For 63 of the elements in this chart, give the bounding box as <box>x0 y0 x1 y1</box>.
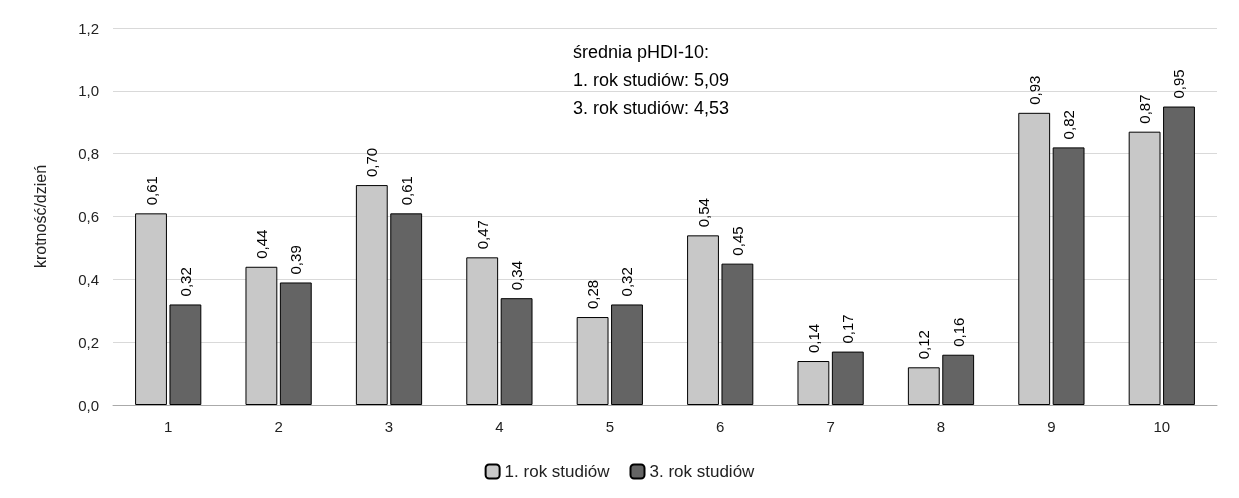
data-label: 0,12 <box>915 330 933 360</box>
data-label: 0,70 <box>363 147 381 178</box>
x-tick-label: 7 <box>826 418 835 435</box>
data-label: 0,82 <box>1060 110 1078 140</box>
data-label: 0,47 <box>473 220 491 250</box>
bar <box>279 282 312 405</box>
annotation: 1. rok studiów: 5,09 <box>573 70 730 90</box>
data-label: 0,87 <box>1136 94 1154 124</box>
bar <box>245 266 278 405</box>
x-tick-label: 2 <box>274 418 283 435</box>
bar <box>576 317 609 405</box>
bar <box>1018 112 1051 405</box>
legend-label: 3. rok studiów <box>649 462 756 481</box>
y-tick-label: 1,2 <box>78 19 99 37</box>
bar <box>355 185 388 405</box>
bar <box>500 298 533 405</box>
y-tick-label: 1,0 <box>78 82 99 100</box>
bar <box>611 304 643 405</box>
y-tick-label: 0,4 <box>78 270 99 288</box>
bar <box>390 213 423 405</box>
bar <box>942 354 975 405</box>
data-label: 0,34 <box>508 260 526 291</box>
y-tick-label: 0,8 <box>78 145 99 163</box>
data-label: 0,61 <box>397 176 415 206</box>
annotation: 3. rok studiów: 4,53 <box>573 98 730 118</box>
data-label: 0,61 <box>142 176 160 206</box>
data-label: 0,95 <box>1170 69 1188 99</box>
data-label: 0,28 <box>584 279 602 310</box>
x-tick-label: 5 <box>605 418 614 435</box>
x-tick-label: 10 <box>1153 418 1171 435</box>
bar <box>831 351 864 405</box>
data-label: 0,16 <box>949 317 967 347</box>
bar <box>169 304 202 405</box>
data-label: 0,45 <box>728 226 746 256</box>
data-label: 0,32 <box>176 267 194 297</box>
x-tick-label: 3 <box>384 418 394 435</box>
legend-label: 1. rok studiów <box>504 462 611 481</box>
data-label: 0,93 <box>1025 75 1043 105</box>
y-axis-title: krotność/dzień <box>31 164 49 269</box>
bar <box>466 257 499 405</box>
bar <box>907 367 940 405</box>
annotation: średnia pHDI-10: <box>573 42 710 62</box>
bar <box>1163 106 1195 405</box>
data-label: 0,54 <box>694 198 712 228</box>
bar <box>687 235 719 405</box>
x-tick-label: 1 <box>164 418 173 435</box>
data-label: 0,32 <box>618 267 636 297</box>
y-tick-label: 0,6 <box>78 208 99 225</box>
bar <box>1128 131 1161 405</box>
bar <box>721 263 754 405</box>
x-tick-label: 9 <box>1047 418 1056 435</box>
x-tick-label: 8 <box>936 418 946 435</box>
y-tick-label: 0,0 <box>78 396 99 414</box>
x-tick-label: 6 <box>716 418 725 435</box>
data-label: 0,39 <box>287 245 305 275</box>
data-label: 0,44 <box>252 229 270 259</box>
data-label: 0,14 <box>804 323 822 354</box>
bar <box>1052 147 1085 405</box>
y-tick-label: 0,2 <box>78 333 99 351</box>
bar <box>135 213 167 405</box>
data-label: 0,17 <box>839 314 857 344</box>
x-tick-label: 4 <box>495 418 504 435</box>
bar <box>797 361 830 405</box>
